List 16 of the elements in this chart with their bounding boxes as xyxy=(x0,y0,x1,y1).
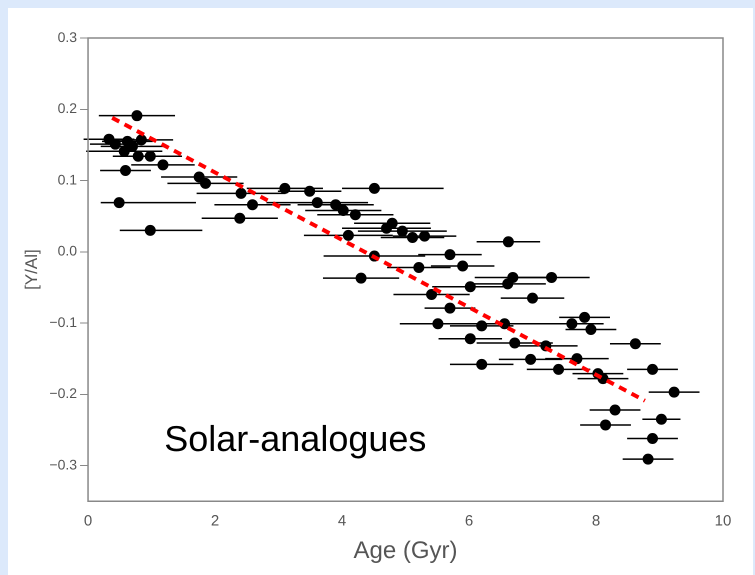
x-tick-label: 0 xyxy=(84,512,92,530)
y-tick-label: 0.0 xyxy=(58,242,78,259)
y-tick-label: 0.1 xyxy=(58,171,78,188)
x-tick-label: 4 xyxy=(338,512,346,530)
y-tick-label: −0.1 xyxy=(49,314,78,330)
y-tick-label: −0.2 xyxy=(49,385,78,402)
y-axis-title: [Y/Al] xyxy=(22,249,41,290)
annotation: Solar-analogues xyxy=(164,418,426,459)
x-axis-title: Age (Gyr) xyxy=(354,537,458,564)
x-tick-label: 6 xyxy=(464,512,474,530)
x-tick-label: 2 xyxy=(210,512,220,530)
x-tick-label: 8 xyxy=(592,512,600,530)
x-tick-label: 10 xyxy=(714,512,732,530)
y-tick-label: 0.3 xyxy=(58,28,78,45)
y-tick-label: 0.2 xyxy=(58,100,78,116)
y-tick-label: −0.3 xyxy=(49,456,78,472)
